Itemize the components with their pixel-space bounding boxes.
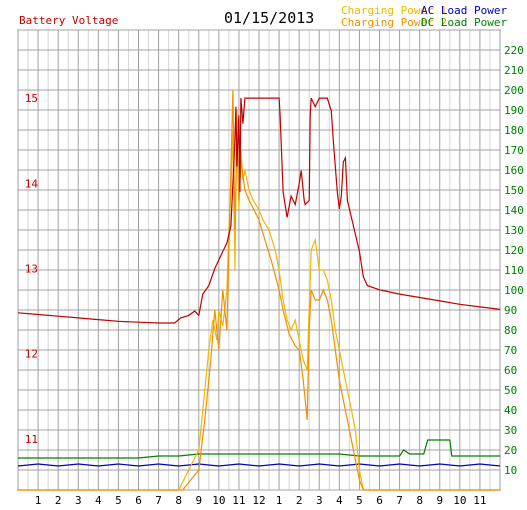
- x-tick-label: 8: [175, 494, 182, 507]
- y-left-tick-label: 14: [25, 177, 39, 190]
- x-tick-label: 5: [115, 494, 122, 507]
- y-right-tick-label: 200: [504, 84, 524, 97]
- x-tick-label: 11: [232, 494, 245, 507]
- y-right-tick-label: 90: [504, 304, 517, 317]
- x-tick-label: 4: [95, 494, 102, 507]
- y-right-tick-label: 110: [504, 264, 524, 277]
- x-tick-label: 9: [195, 494, 202, 507]
- y-right-tick-label: 140: [504, 204, 524, 217]
- x-tick-label: 3: [316, 494, 323, 507]
- x-tick-label: 11: [473, 494, 486, 507]
- x-tick-label: 1: [35, 494, 42, 507]
- y-right-tick-label: 130: [504, 224, 524, 237]
- series-charging-power-1: [18, 109, 500, 491]
- x-tick-label: 9: [436, 494, 443, 507]
- legend-ac-load-power: AC Load Power: [421, 4, 508, 17]
- y-right-tick-label: 210: [504, 64, 524, 77]
- series-dc-load-power: [18, 439, 500, 459]
- y-right-tick-label: 70: [504, 344, 517, 357]
- x-tick-label: 10: [453, 494, 466, 507]
- y-right-tick-labels: 10 20 30 40 50 60 70 80 90 100 110 120 130 140 150 160 1…: [504, 44, 524, 477]
- y-right-tick-label: 80: [504, 324, 517, 337]
- y-right-tick-label: 20: [504, 444, 517, 457]
- chart-date: 01/15/2013: [224, 9, 315, 27]
- y-right-tick-label: 50: [504, 384, 517, 397]
- x-tick-label: 7: [396, 494, 403, 507]
- y-right-tick-label: 190: [504, 104, 524, 117]
- x-tick-label: 7: [155, 494, 162, 507]
- y-right-tick-label: 160: [504, 164, 524, 177]
- y-left-tick-label: 13: [25, 263, 38, 276]
- x-tick-label: 8: [416, 494, 423, 507]
- legend-charging-power-1: Charging Power 1: [341, 4, 447, 17]
- y-right-tick-label: 60: [504, 364, 517, 377]
- x-tick-label: 4: [336, 494, 343, 507]
- y-left-tick-label: 12: [25, 348, 38, 361]
- series-charging-power-2: [18, 89, 500, 491]
- left-axis-title: Battery Voltage: [19, 14, 119, 27]
- x-tick-label: 2: [296, 494, 303, 507]
- x-tick-label: 6: [376, 494, 383, 507]
- x-tick-label: 6: [135, 494, 142, 507]
- y-right-tick-label: 180: [504, 124, 524, 137]
- y-left-tick-labels: 11 12 13 14 15: [25, 92, 39, 446]
- y-left-tick-label: 11: [25, 433, 38, 446]
- y-right-tick-label: 30: [504, 424, 517, 437]
- x-tick-label: 1: [276, 494, 283, 507]
- grid: [17, 29, 501, 491]
- y-left-tick-label: 15: [25, 92, 38, 105]
- legend-dc-load-power: DC Load Power: [421, 16, 508, 29]
- x-tick-label: 12: [252, 494, 265, 507]
- x-tick-label: 3: [75, 494, 82, 507]
- x-tick-label: 2: [55, 494, 62, 507]
- y-right-tick-label: 10: [504, 464, 517, 477]
- x-tick-label: 5: [356, 494, 363, 507]
- series-battery-voltage: [17, 97, 501, 324]
- x-tick-labels: 1 2 3 4 5 6 7 8 9 10 11 12 1 2 3 4 5 6 7 8 9 10 11: [35, 494, 487, 507]
- y-right-tick-label: 40: [504, 404, 517, 417]
- series-group: [17, 89, 501, 491]
- x-tick-label: 10: [212, 494, 225, 507]
- y-right-tick-label: 170: [504, 144, 524, 157]
- legend-charging-power-2: Charging Power 2: [341, 16, 447, 29]
- y-right-tick-label: 220: [504, 44, 524, 57]
- series-ac-load-power: [17, 463, 501, 467]
- y-right-tick-label: 100: [504, 284, 524, 297]
- y-right-tick-label: 150: [504, 184, 524, 197]
- y-right-tick-label: 120: [504, 244, 524, 257]
